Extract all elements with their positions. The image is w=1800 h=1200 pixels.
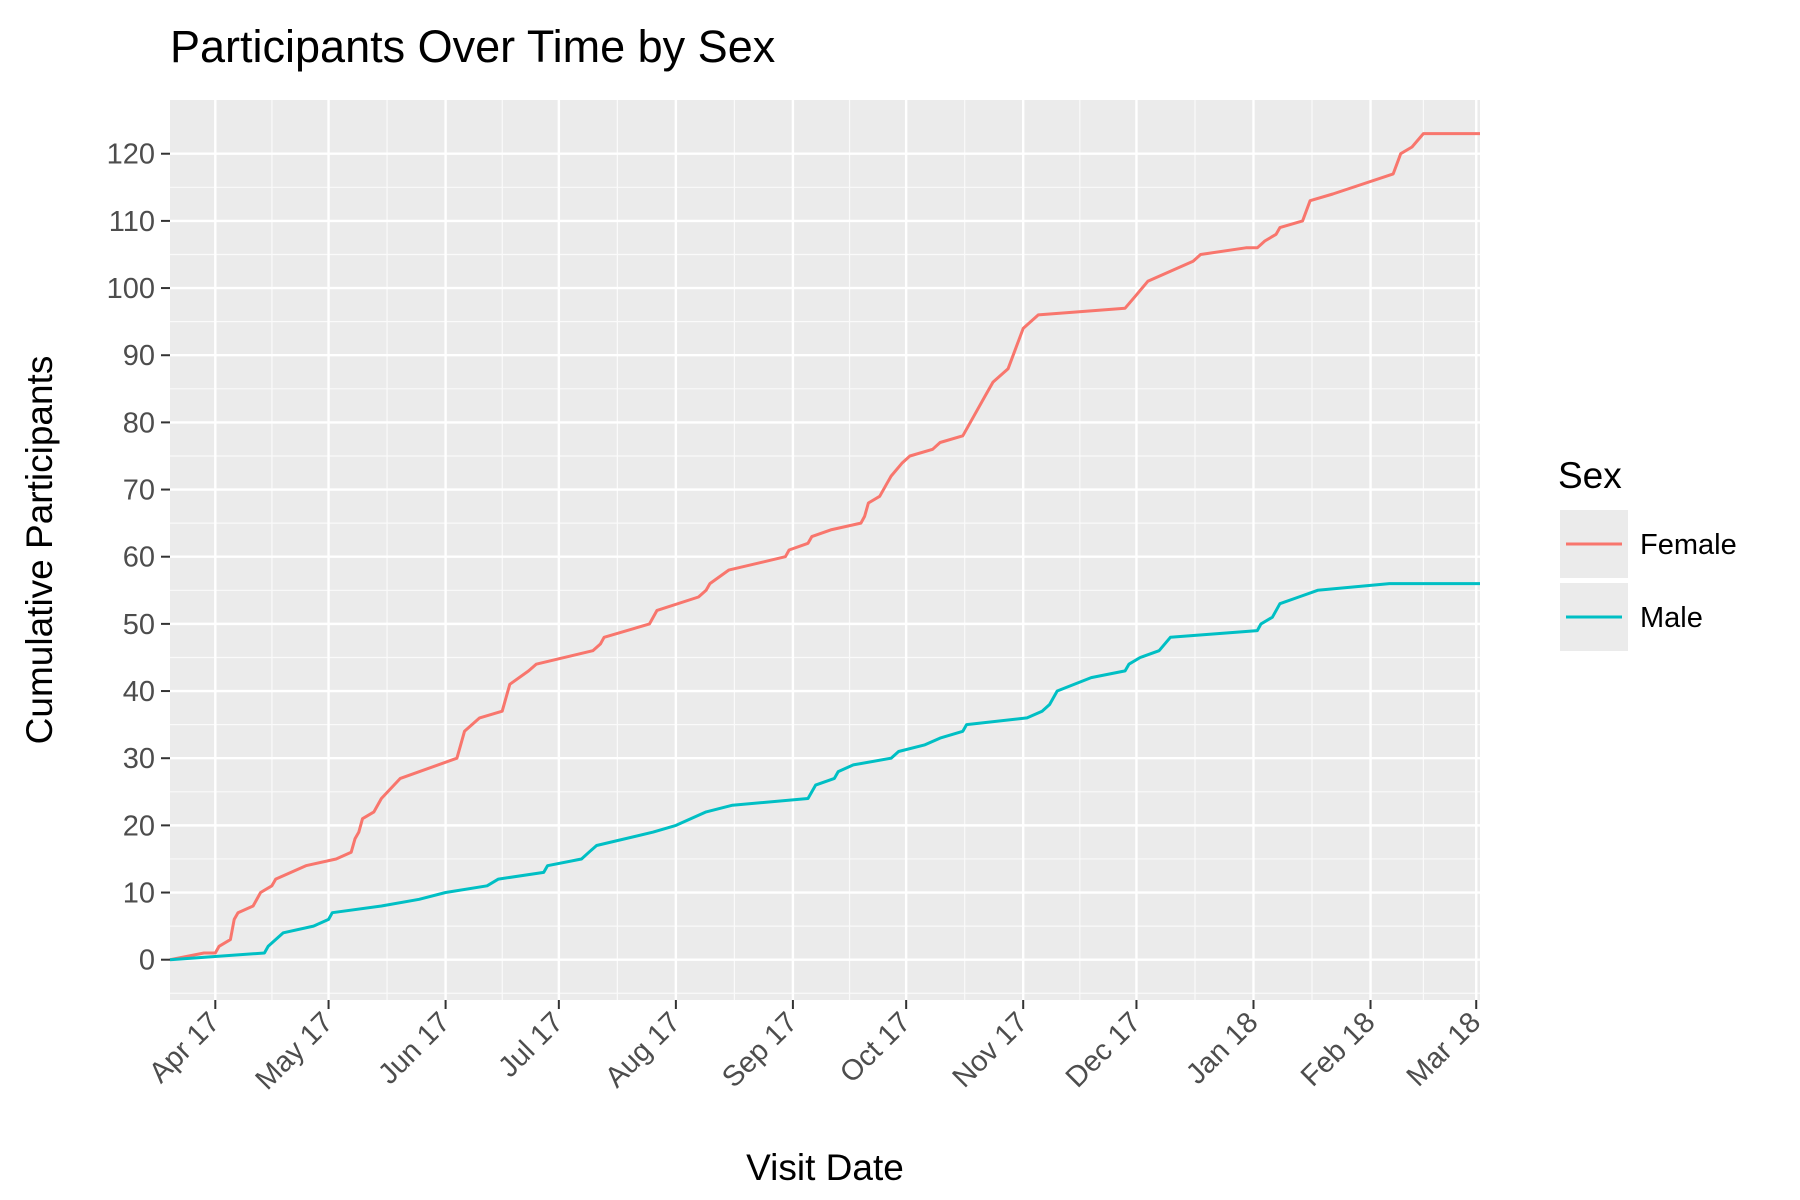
x-tick-label: Apr 17 xyxy=(143,1006,226,1089)
x-tick-label: Nov 17 xyxy=(947,1006,1035,1094)
legend: Sex Female Male xyxy=(1558,455,1737,651)
y-tick-label: 90 xyxy=(123,340,155,372)
legend-title: Sex xyxy=(1558,455,1622,496)
x-tick-label: Jul 17 xyxy=(492,1006,569,1083)
y-axis: 0 10 20 30 40 50 60 70 80 90 100 110 120 xyxy=(107,139,170,977)
y-tick-label: 120 xyxy=(107,139,155,171)
y-tick-label: 80 xyxy=(123,407,155,439)
series-line-female xyxy=(169,132,1480,962)
x-tick-label: Oct 17 xyxy=(834,1006,917,1089)
x-axis: Apr 17 May 17 Jun 17 Jul 17 Aug 17 Sep 17 Oct … xyxy=(143,1000,1487,1096)
major-gridlines xyxy=(170,100,1480,1000)
x-tick-label: May 17 xyxy=(250,1006,340,1096)
series-line-male xyxy=(169,582,1480,962)
x-tick-label: Sep 17 xyxy=(716,1006,804,1094)
x-tick-label: Jun 17 xyxy=(372,1006,456,1090)
y-tick-label: 0 xyxy=(139,945,155,977)
y-tick-label: 100 xyxy=(107,273,155,305)
legend-label-male: Male xyxy=(1640,602,1703,634)
y-tick-label: 30 xyxy=(123,743,155,775)
x-axis-title: Visit Date xyxy=(746,1147,904,1188)
y-tick-label: 10 xyxy=(123,878,155,910)
y-tick-label: 20 xyxy=(123,810,155,842)
y-tick-label: 50 xyxy=(123,609,155,641)
y-tick-label: 60 xyxy=(123,542,155,574)
y-tick-label: 70 xyxy=(123,475,155,507)
x-tick-label: Feb 18 xyxy=(1295,1006,1381,1092)
x-tick-label: Dec 17 xyxy=(1060,1006,1148,1094)
y-tick-label: 40 xyxy=(123,676,155,708)
y-tick-label: 110 xyxy=(109,206,155,238)
plot-panel xyxy=(170,100,1480,1000)
y-axis-title: Cumulative Participants xyxy=(19,356,60,745)
chart-title: Participants Over Time by Sex xyxy=(170,21,776,72)
minor-gridlines xyxy=(170,100,1480,1000)
x-tick-label: Jan 18 xyxy=(1180,1006,1264,1090)
x-tick-label: Mar 18 xyxy=(1401,1006,1487,1092)
x-tick-label: Aug 17 xyxy=(599,1006,687,1094)
series-lines xyxy=(169,132,1480,962)
legend-label-female: Female xyxy=(1640,529,1737,561)
